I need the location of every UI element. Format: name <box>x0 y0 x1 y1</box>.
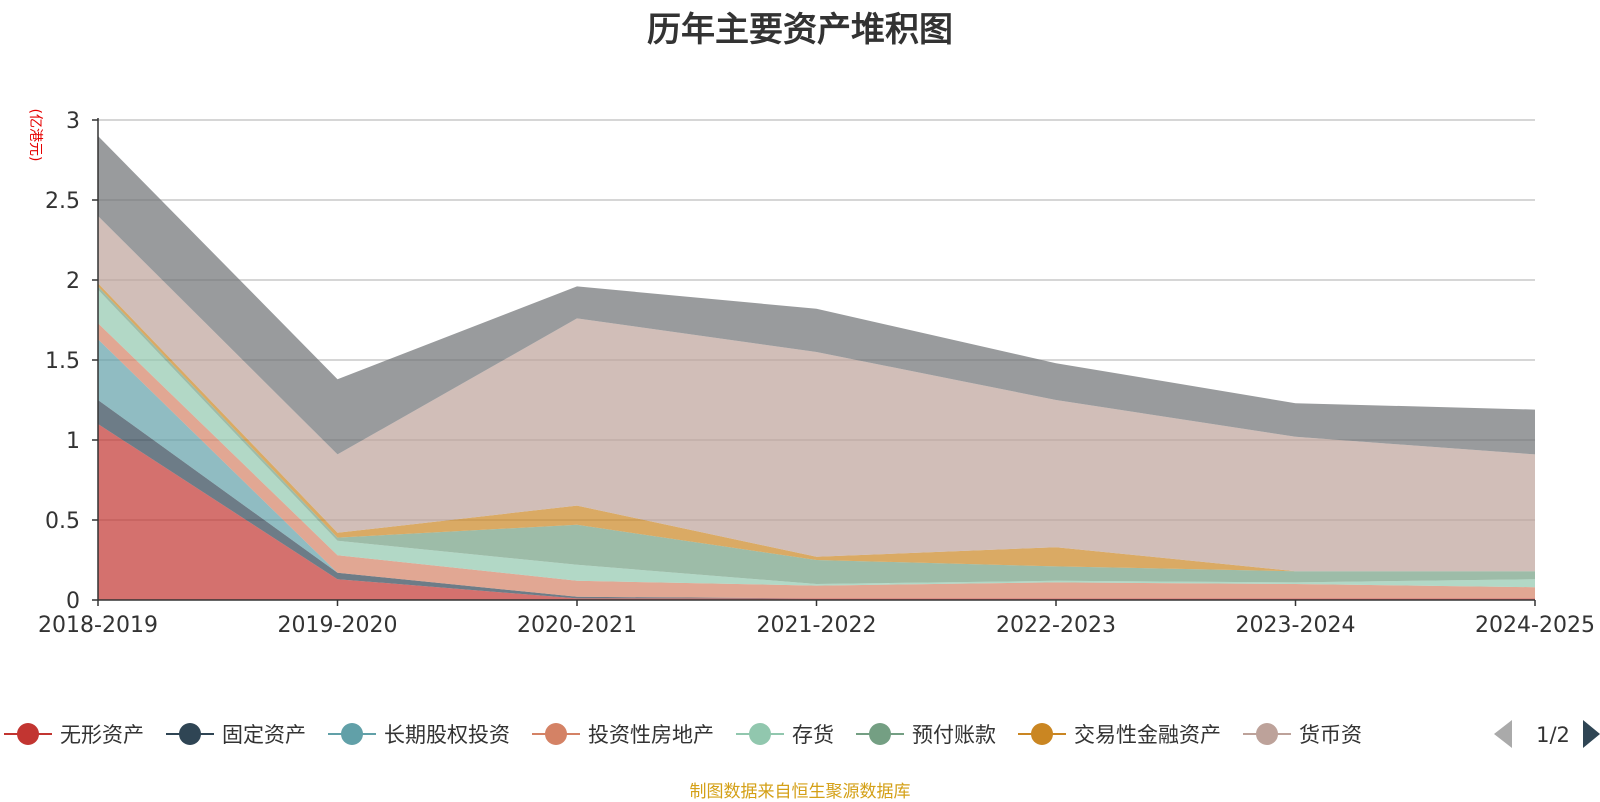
legend-marker <box>179 723 201 745</box>
y-tick-label: 1.5 <box>45 349 80 374</box>
x-tick-label: 2018-2019 <box>38 613 158 638</box>
legend-marker <box>1031 723 1053 745</box>
y-tick-label: 0.5 <box>45 509 80 534</box>
legend-label: 预付账款 <box>912 723 996 747</box>
legend-item-6[interactable]: 交易性金融资产 <box>1018 723 1221 747</box>
legend-label: 货币资 <box>1299 723 1362 747</box>
legend-marker <box>1256 723 1278 745</box>
area-series-group[interactable] <box>98 136 1535 600</box>
legend-marker <box>749 723 771 745</box>
x-tick-label: 2021-2022 <box>757 613 877 638</box>
y-tick-label: 2 <box>66 269 80 294</box>
x-tick-label: 2023-2024 <box>1236 613 1356 638</box>
y-tick-label: 0 <box>66 589 80 614</box>
legend-marker <box>869 723 891 745</box>
source-note: 制图数据来自恒生聚源数据库 <box>689 782 911 802</box>
legend-item-7[interactable]: 货币资 <box>1243 723 1362 747</box>
area-series-7[interactable] <box>98 216 1535 572</box>
y-axis-unit-label: (亿港元) <box>27 109 43 162</box>
legend-label: 长期股权投资 <box>384 723 510 747</box>
legend-label: 无形资产 <box>60 723 144 747</box>
area-series-8[interactable] <box>98 136 1535 455</box>
legend-item-2[interactable]: 长期股权投资 <box>328 723 510 747</box>
legend-marker <box>545 723 567 745</box>
legend-prev-icon[interactable] <box>1494 720 1512 748</box>
legend-marker <box>341 723 363 745</box>
x-tick-label: 2024-2025 <box>1475 613 1595 638</box>
legend-item-5[interactable]: 预付账款 <box>856 723 996 747</box>
legend-label: 固定资产 <box>222 723 306 747</box>
legend[interactable]: 无形资产 固定资产 长期股权投资 投资性房地产 存货 预付账款 交易性金融资产 货币资 1/2 <box>4 714 1600 754</box>
legend-next-icon[interactable] <box>1583 720 1600 748</box>
y-tick-label: 1 <box>66 429 80 454</box>
legend-label: 投资性房地产 <box>588 723 714 747</box>
y-tick-label: 3 <box>66 109 80 134</box>
chart-title: 历年主要资产堆积图 <box>647 10 953 50</box>
legend-page-indicator: 1/2 <box>1536 723 1570 747</box>
x-tick-label: 2022-2023 <box>996 613 1116 638</box>
legend-label: 交易性金融资产 <box>1074 723 1221 747</box>
y-tick-label: 2.5 <box>45 189 80 214</box>
axes: 0 0.5 1 1.5 2 2.5 3 2018-2019 2019-2020 2020-2021… <box>38 109 1595 638</box>
legend-item-3[interactable]: 投资性房地产 <box>532 723 714 747</box>
x-tick-label: 2020-2021 <box>517 613 637 638</box>
x-tick-label: 2019-2020 <box>278 613 398 638</box>
legend-item-4[interactable]: 存货 <box>736 723 834 747</box>
legend-label: 存货 <box>792 723 834 747</box>
area-series-0[interactable] <box>98 424 1535 600</box>
legend-marker <box>17 723 39 745</box>
legend-item-1[interactable]: 固定资产 <box>166 723 306 747</box>
legend-item-0[interactable]: 无形资产 <box>4 723 144 747</box>
